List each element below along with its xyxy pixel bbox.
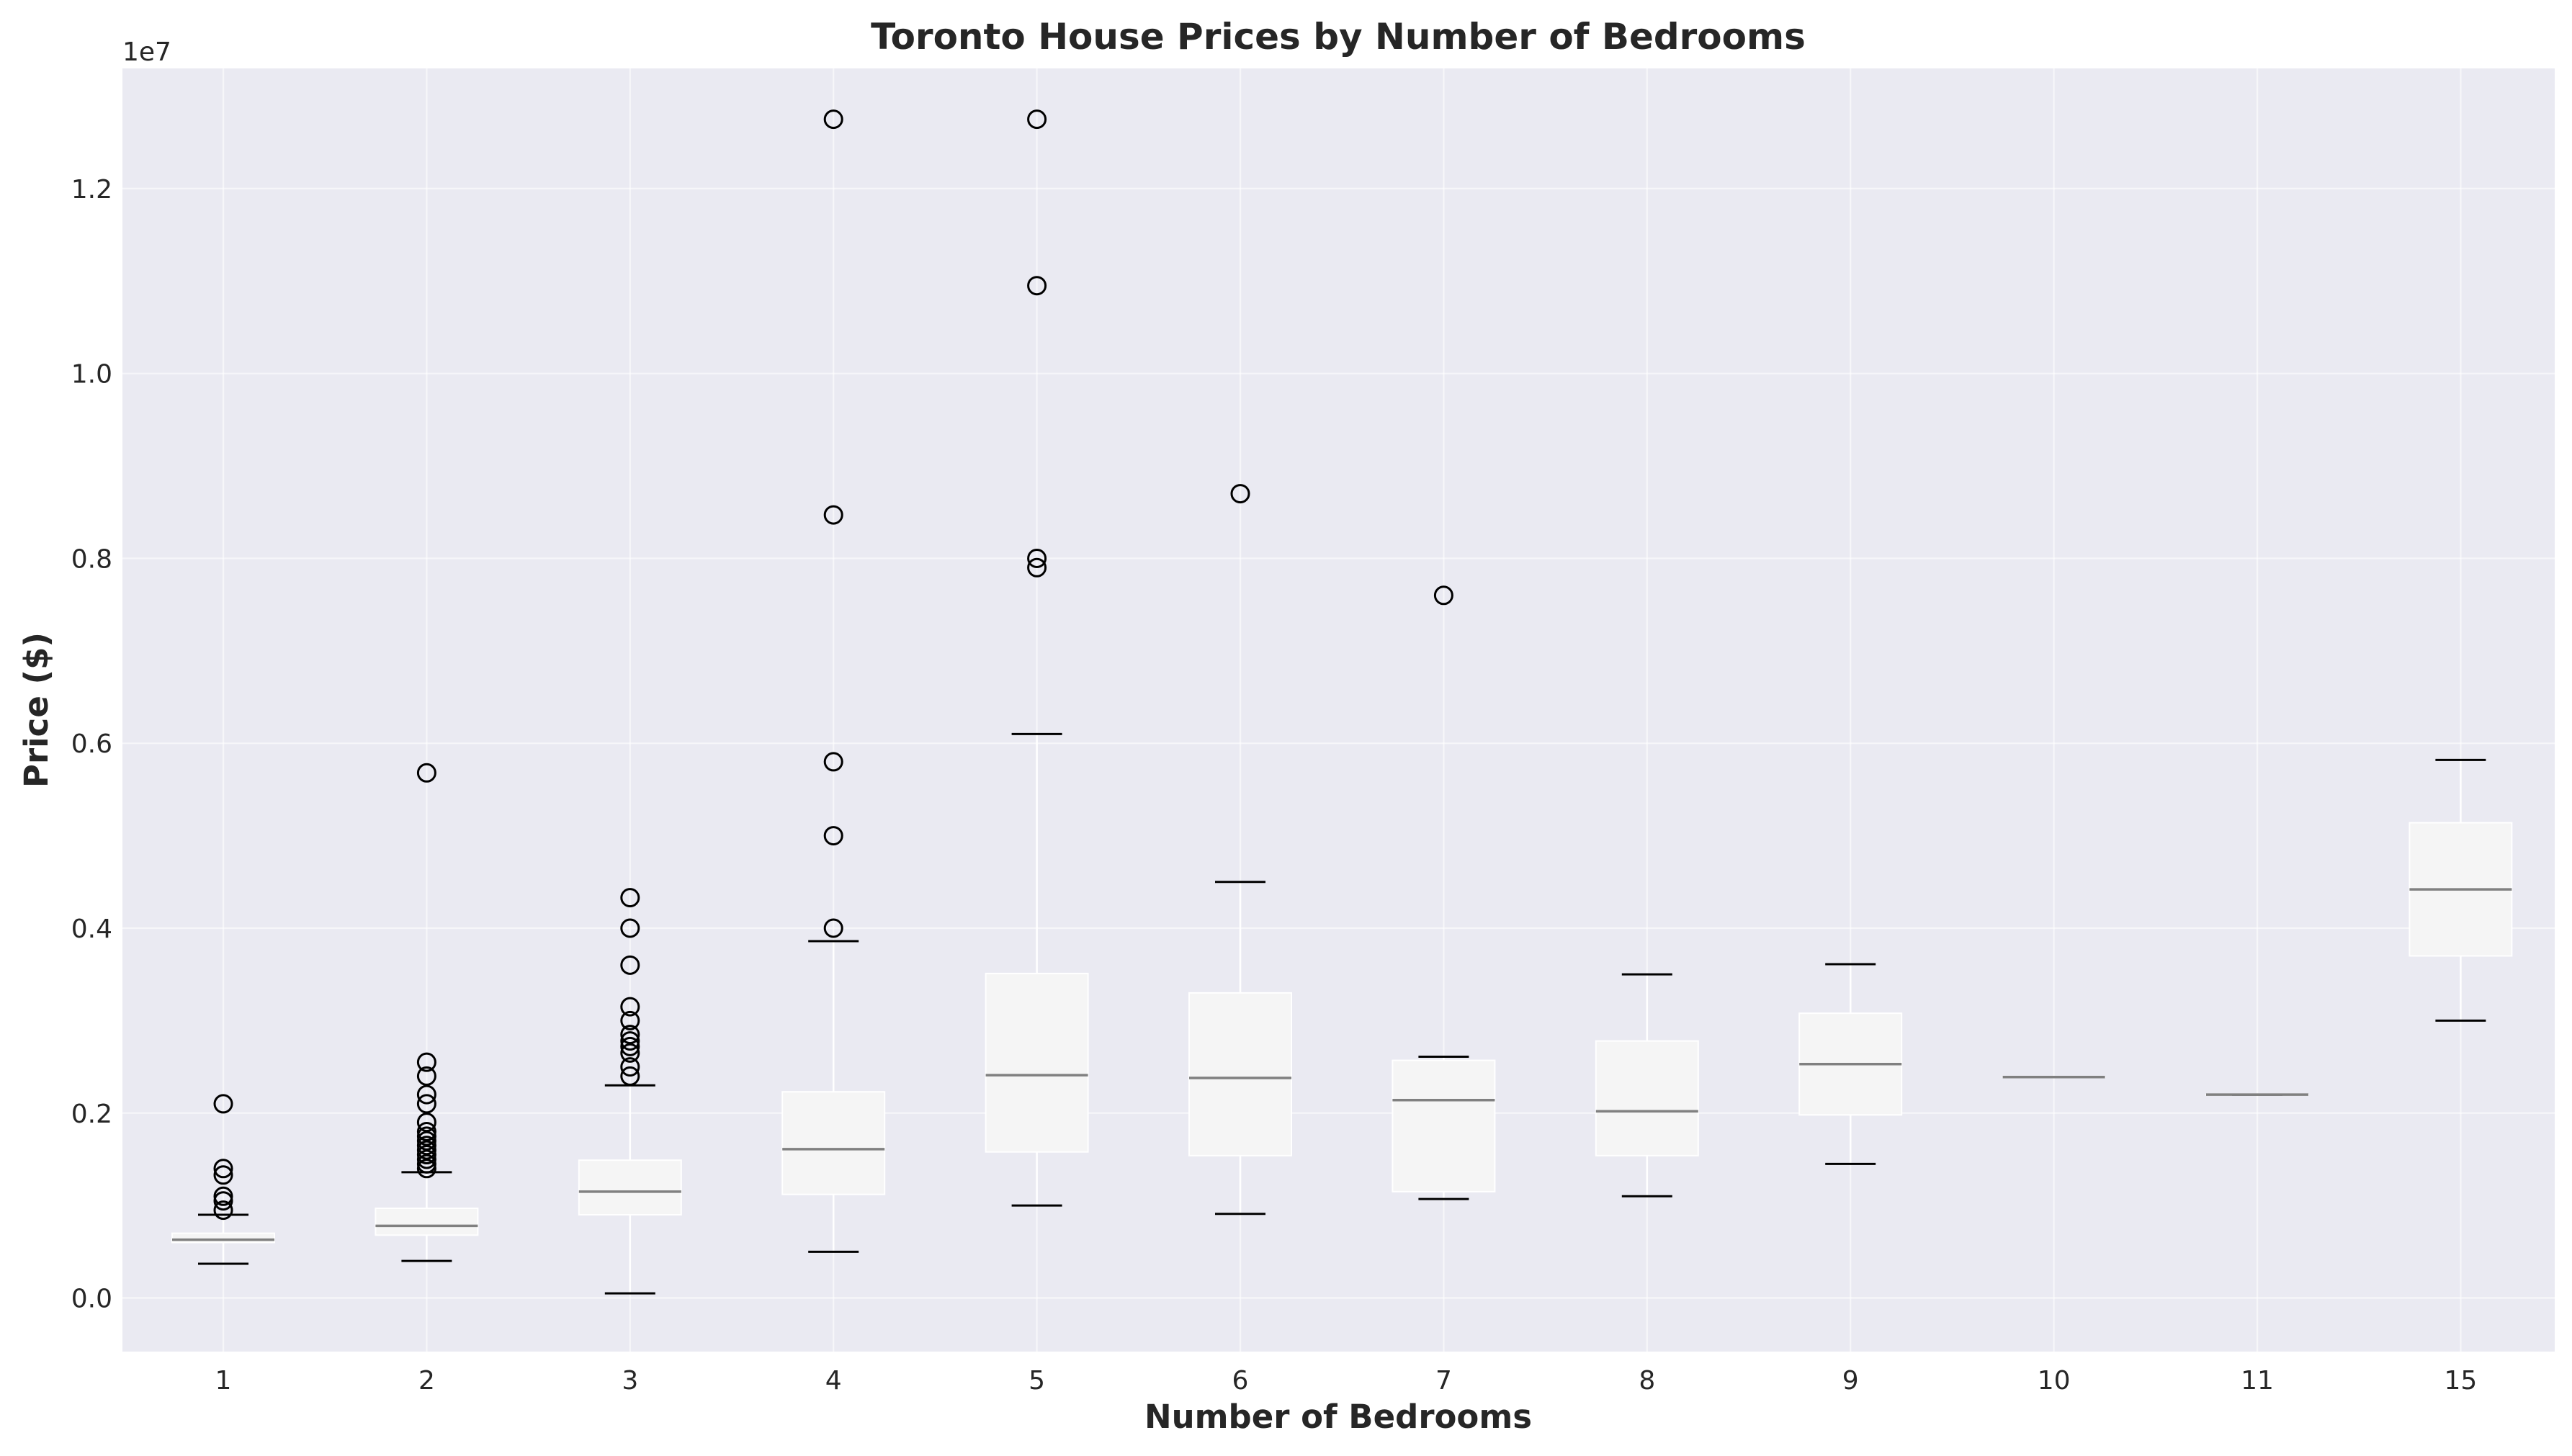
x-tick-label: 9 xyxy=(1842,1366,1859,1396)
x-tick-label: 8 xyxy=(1639,1366,1655,1396)
boxes-layer xyxy=(171,109,2513,1295)
x-tick-label: 6 xyxy=(1232,1366,1249,1396)
outlier-point xyxy=(416,1145,436,1165)
box-group xyxy=(171,1094,275,1265)
box xyxy=(578,1159,682,1215)
outlier-point xyxy=(620,1031,640,1051)
outlier-point xyxy=(620,1057,640,1077)
box xyxy=(781,1091,886,1195)
x-tick-label: 7 xyxy=(1435,1366,1452,1396)
box-group xyxy=(2409,758,2513,1022)
outlier-point xyxy=(416,1052,436,1072)
outlier-point xyxy=(213,1165,233,1185)
box-group xyxy=(375,763,479,1262)
y-axis-offset-label: 1e7 xyxy=(122,37,171,67)
outlier-point xyxy=(416,763,436,783)
outlier-point xyxy=(213,1159,233,1179)
outlier-point xyxy=(416,1094,436,1114)
outlier-point xyxy=(416,1149,436,1169)
outlier-point xyxy=(213,1094,233,1114)
outlier-point xyxy=(416,1126,436,1146)
outlier-point xyxy=(416,1140,436,1160)
outlier-point xyxy=(620,1066,640,1086)
box xyxy=(171,1232,275,1244)
outlier-point xyxy=(416,1136,436,1156)
outlier-point xyxy=(213,1186,233,1206)
outlier-point xyxy=(823,109,843,130)
ticks-layer: 0.0 0.2 0.4 0.6 0.8 1.0 1.2 1 2 3 4 5 6 7 8 9 10 11 15 xyxy=(71,175,2478,1396)
box xyxy=(1392,1059,1496,1192)
outlier-point xyxy=(620,1036,640,1056)
y-axis-label: Price ($) xyxy=(17,632,55,788)
y-tick-label: 0.2 xyxy=(71,1100,112,1129)
outlier-point xyxy=(416,1121,436,1141)
box-group xyxy=(1188,484,1292,1215)
outlier-point xyxy=(1027,276,1047,296)
x-tick-label: 2 xyxy=(418,1366,435,1396)
y-tick-label: 0.6 xyxy=(71,729,112,759)
box-group xyxy=(985,109,1089,1207)
outlier-point xyxy=(620,1010,640,1030)
outlier-point xyxy=(1027,557,1047,578)
x-tick-label: 11 xyxy=(2241,1366,2274,1396)
outlier-point xyxy=(823,918,843,938)
outlier-point xyxy=(823,505,843,525)
x-tick-label: 3 xyxy=(622,1366,638,1396)
box-group xyxy=(1798,963,1903,1165)
x-tick-label: 5 xyxy=(1029,1366,1045,1396)
outlier-point xyxy=(823,826,843,846)
outlier-point xyxy=(416,1113,436,1133)
box-group xyxy=(578,888,682,1295)
outlier-point xyxy=(1433,585,1453,606)
box xyxy=(1595,1040,1699,1156)
outlier-point xyxy=(823,752,843,772)
box-group xyxy=(1392,585,1496,1200)
y-tick-label: 0.4 xyxy=(71,915,112,944)
outlier-point xyxy=(1027,548,1047,568)
x-tick-label: 15 xyxy=(2444,1366,2477,1396)
outlier-point xyxy=(620,955,640,975)
outlier-point xyxy=(416,1066,436,1086)
box xyxy=(375,1208,479,1236)
x-tick-label: 1 xyxy=(215,1366,232,1396)
x-tick-label: 4 xyxy=(825,1366,842,1396)
plot-area xyxy=(122,68,2555,1352)
y-tick-label: 0.8 xyxy=(71,544,112,574)
box-group xyxy=(781,109,886,1253)
outlier-point xyxy=(416,1159,436,1179)
x-tick-label: 10 xyxy=(2038,1366,2071,1396)
outlier-point xyxy=(213,1191,233,1211)
chart-title: Toronto House Prices by Number of Bedroo… xyxy=(871,16,1806,58)
outlier-point xyxy=(416,1131,436,1151)
outlier-point xyxy=(620,997,640,1017)
box-group xyxy=(1595,973,1699,1197)
outlier-point xyxy=(620,1025,640,1045)
box xyxy=(1188,992,1292,1156)
box xyxy=(985,972,1089,1153)
outlier-point xyxy=(1027,109,1047,130)
y-tick-label: 1.0 xyxy=(71,360,112,390)
outlier-point xyxy=(620,1043,640,1063)
outlier-point xyxy=(1230,484,1250,504)
outlier-point xyxy=(416,1154,436,1174)
outlier-point xyxy=(416,1084,436,1105)
outlier-point xyxy=(620,888,640,908)
outlier-point xyxy=(213,1200,233,1221)
y-tick-label: 1.2 xyxy=(71,175,112,205)
outlier-point xyxy=(620,918,640,938)
box-group xyxy=(2002,1075,2106,1079)
y-tick-label: 0.0 xyxy=(71,1285,112,1314)
x-axis-label: Number of Bedrooms xyxy=(1144,1398,1532,1436)
